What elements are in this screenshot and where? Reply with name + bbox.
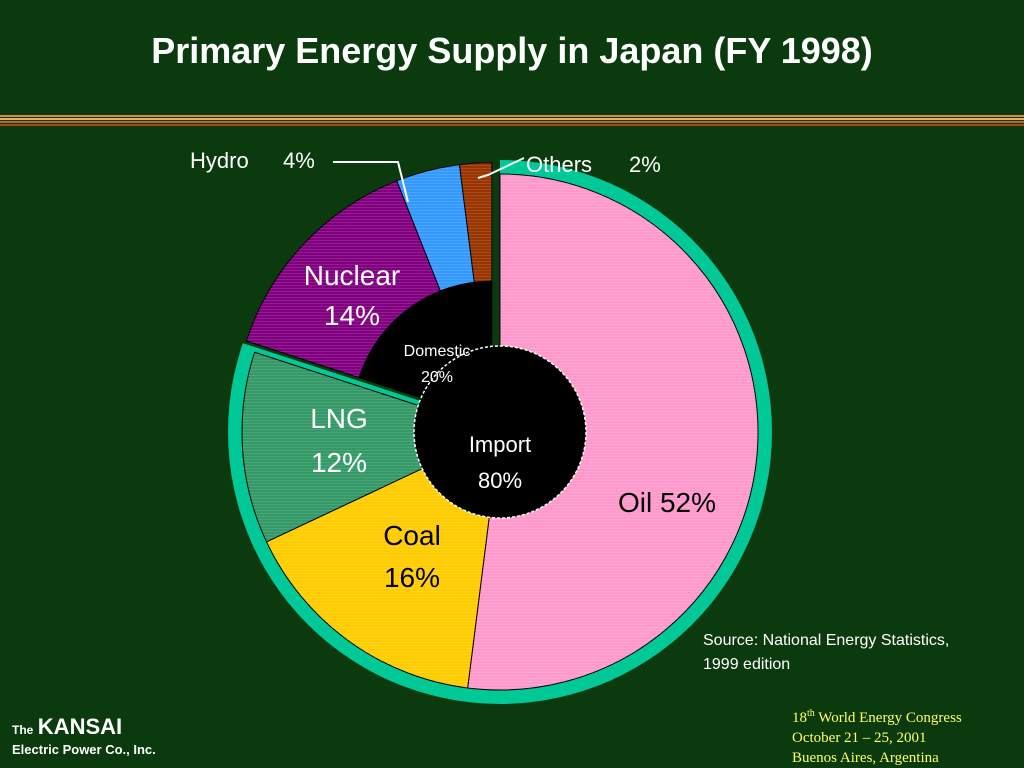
group-label-import-value: 80% [478,468,522,493]
pie-slice-texture-coal [266,432,500,688]
congress-place: Buenos Aires, Argentina [792,750,939,766]
pie-slice-texture-lng [241,352,500,542]
slice-label-hydro-value: 4% [283,148,315,173]
leader-line-others [477,157,525,179]
company-logo: The KANSAI Electric Power Co., Inc. [12,714,156,757]
logo-the: The [12,723,34,737]
slice-label-hydro-name: Hydro [190,148,249,173]
slice-label-coal-value: 16% [384,562,440,593]
group-label-domestic-value: 20% [421,369,453,386]
import-group-center [413,345,587,519]
congress-title: 18th World Energy Congress [792,704,962,728]
congress-dates: October 21 – 25, 2001 [792,730,927,746]
slice-label-coal-name: Coal [383,520,441,551]
group-label-domestic-name: Domestic [404,343,471,360]
pie-slice-texture-oil [467,174,759,690]
logo-name: KANSAI [37,714,123,739]
slice-label-others-name: Others [526,152,592,177]
slice-label-lng-value: 12% [311,447,367,478]
slice-label-others-value: 2% [629,152,661,177]
leader-line-hydro [333,161,409,203]
slice-label-lng-name: LNG [310,403,368,434]
slice-label-nuclear-value: 14% [324,300,380,331]
slice-label-oil: Oil 52% [618,487,716,518]
congress-info: 18th World Energy Congress October 21 – … [792,704,962,768]
source-line-1: Source: National Energy Statistics, [703,632,950,649]
group-label-import-name: Import [469,432,531,457]
congress-ordinal: 18 [792,710,807,726]
source-line-2: 1999 edition [703,656,791,673]
source-note: Source: National Energy Statistics, 1999… [703,629,949,677]
congress-name: World Energy Congress [818,710,962,726]
title-divider [0,115,1024,127]
congress-ordinal-suffix: th [807,708,815,719]
logo-subtitle: Electric Power Co., Inc. [12,742,156,757]
slice-label-nuclear-name: Nuclear [304,260,400,291]
slide-title: Primary Energy Supply in Japan (FY 1998) [151,30,873,71]
